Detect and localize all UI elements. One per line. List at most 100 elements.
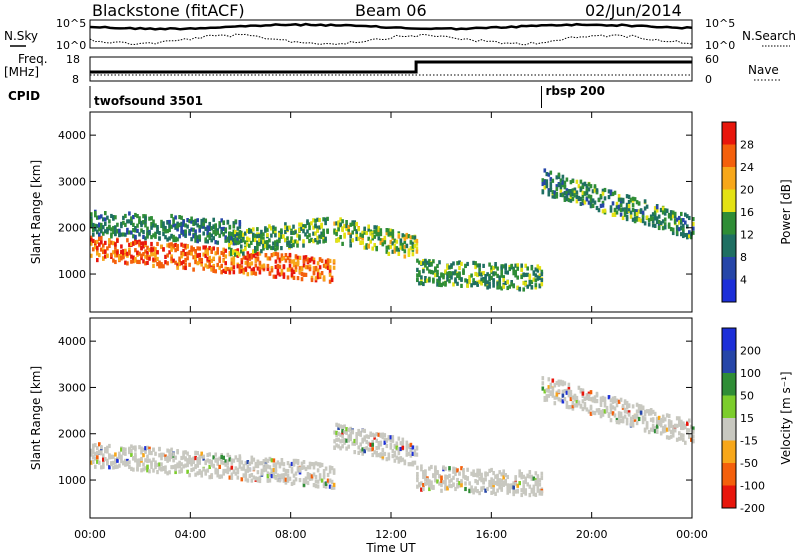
data-cell <box>420 487 423 492</box>
data-cell <box>581 198 585 203</box>
data-cell <box>577 195 581 201</box>
data-cell <box>298 468 302 473</box>
data-cell <box>114 464 117 470</box>
data-cell <box>395 239 399 244</box>
data-cell <box>411 241 415 246</box>
data-cell <box>428 486 431 492</box>
data-cell <box>236 467 240 472</box>
data-cell <box>318 239 321 244</box>
data-cell <box>202 231 206 236</box>
data-cell <box>438 282 441 287</box>
data-cell <box>188 219 191 224</box>
data-cell <box>288 267 292 272</box>
data-cell <box>298 478 302 483</box>
data-cell <box>454 467 457 472</box>
data-cell <box>294 230 297 235</box>
data-cell <box>335 430 338 435</box>
data-cell <box>659 417 663 423</box>
data-cell <box>246 465 250 470</box>
data-cell <box>290 230 293 235</box>
data-cell <box>324 238 327 243</box>
data-cell <box>240 466 244 471</box>
data-cell <box>264 226 267 231</box>
data-cell <box>690 424 693 429</box>
data-cell <box>184 257 187 263</box>
data-cell <box>328 465 332 470</box>
data-cell <box>403 234 407 239</box>
data-cell <box>635 200 639 205</box>
data-cell <box>316 272 320 277</box>
data-cell <box>154 465 157 470</box>
data-cell <box>369 231 373 236</box>
data-cell <box>164 456 167 461</box>
data-cell <box>306 265 310 270</box>
data-cell <box>268 256 272 261</box>
data-cell <box>476 281 479 286</box>
data-cell <box>272 245 275 251</box>
data-cell <box>633 209 637 214</box>
data-cell <box>206 452 210 458</box>
data-cell <box>663 417 667 422</box>
data-cell <box>182 450 185 455</box>
data-cell <box>126 462 129 467</box>
data-cell <box>440 478 443 483</box>
data-cell <box>549 185 553 190</box>
data-cell <box>671 230 675 236</box>
data-cell <box>212 263 216 269</box>
data-cell <box>218 456 222 461</box>
data-cell <box>381 454 385 459</box>
data-cell <box>190 227 193 232</box>
data-cell <box>482 477 485 482</box>
data-cell <box>144 261 147 266</box>
data-cell <box>114 460 117 465</box>
data-cell <box>130 444 133 449</box>
data-cell <box>595 188 599 193</box>
data-cell <box>108 243 111 248</box>
data-cell <box>134 240 137 246</box>
data-cell <box>114 231 117 237</box>
data-cell <box>116 464 119 469</box>
data-cell <box>490 477 493 482</box>
data-cell <box>104 249 107 254</box>
data-cell <box>581 194 585 199</box>
data-cell <box>184 265 187 271</box>
data-cell <box>122 220 125 225</box>
data-cell <box>538 266 542 271</box>
data-cell <box>605 408 609 413</box>
freq-label: Freq. <box>18 52 48 66</box>
data-cell <box>286 469 290 474</box>
colorbar-tick-label: 100 <box>740 367 761 380</box>
data-cell <box>464 278 467 283</box>
data-cell <box>102 231 105 236</box>
data-cell <box>567 197 571 203</box>
data-cell <box>653 206 657 211</box>
data-cell <box>294 261 298 267</box>
data-cell <box>120 221 123 226</box>
nsearch-label: N.Search <box>742 29 796 43</box>
data-cell <box>276 268 280 273</box>
data-cell <box>518 473 522 478</box>
data-cell <box>424 469 427 474</box>
data-cell <box>597 208 601 213</box>
data-cell <box>583 396 587 401</box>
data-cell <box>450 263 453 268</box>
data-cell <box>631 217 635 222</box>
data-cell <box>244 266 248 271</box>
data-cell <box>639 404 643 409</box>
data-cell <box>611 201 615 206</box>
data-cell <box>589 198 593 203</box>
data-cell <box>144 223 147 228</box>
data-cell <box>288 225 291 230</box>
data-cell <box>623 407 627 412</box>
data-cell <box>363 230 367 235</box>
data-cell <box>254 271 258 276</box>
data-cell <box>631 207 635 212</box>
data-cell <box>333 228 336 233</box>
data-cell <box>328 478 332 483</box>
data-cell <box>246 263 250 268</box>
data-cell <box>248 461 252 466</box>
data-cell <box>320 224 323 229</box>
data-cell <box>424 481 427 486</box>
data-cell <box>250 460 254 465</box>
data-cell <box>583 182 587 187</box>
